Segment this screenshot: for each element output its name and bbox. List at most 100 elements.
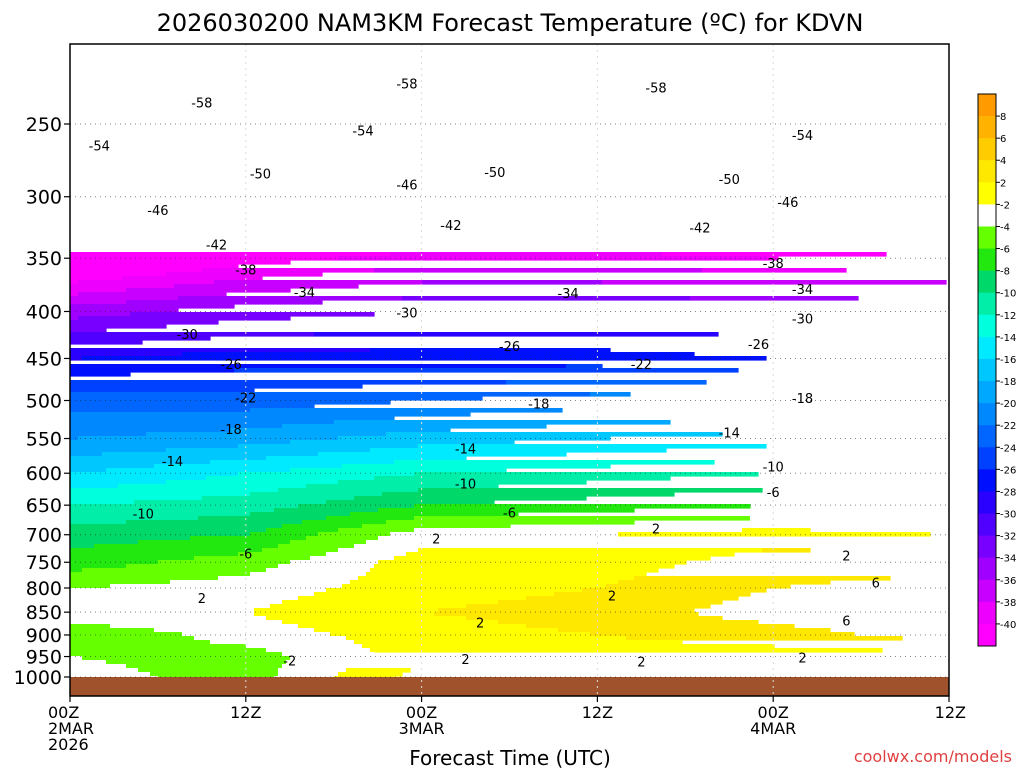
temperature-cell (70, 560, 159, 565)
contour-label: -6 (503, 506, 516, 521)
y-tick-label: 600 (26, 463, 62, 485)
temperature-cell (126, 300, 323, 305)
temperature-cell (250, 408, 563, 413)
temperature-cell (582, 588, 767, 593)
temperature-cell (70, 548, 263, 553)
temperature-cell (126, 664, 283, 669)
colorbar-swatch (978, 248, 996, 272)
temperature-cell (394, 556, 711, 561)
temperature-cell (290, 656, 375, 661)
temperature-cell (70, 364, 567, 369)
temperature-cell (138, 540, 291, 545)
temperature-cell (526, 596, 739, 601)
temperature-cell (234, 368, 739, 373)
temperature-cell (106, 660, 287, 665)
temperature-cell (378, 536, 575, 541)
colorbar-swatch (978, 491, 996, 515)
temperature-cell (70, 336, 211, 341)
temperature-cell (366, 540, 539, 545)
temperature-cell (414, 472, 759, 477)
temperature-cell (350, 580, 619, 585)
temperature-cell (374, 268, 703, 273)
temperature-cell (362, 524, 511, 529)
temperature-cell (70, 476, 207, 481)
temperature-cell (70, 648, 267, 653)
temperature-cell (166, 448, 371, 453)
contour-label: -22 (235, 391, 256, 406)
temperature-cell (70, 288, 127, 293)
colorbar-swatch (978, 226, 996, 250)
contour-label: -6 (239, 548, 252, 563)
contour-label: -54 (89, 140, 110, 155)
colorbar-swatch (978, 116, 996, 139)
temperature-cell (414, 516, 751, 521)
temperature-cell (338, 436, 611, 441)
temperature-cell (154, 628, 315, 633)
temperature-cell (342, 584, 607, 589)
temperature-cell (526, 624, 795, 629)
temperature-cell (218, 576, 359, 581)
temperature-cell (70, 404, 315, 409)
temperature-cell (70, 320, 219, 325)
y-tick-label: 700 (26, 525, 62, 547)
colorbar-label: -36 (1000, 576, 1016, 587)
temperature-cell (70, 400, 391, 405)
temperature-cell (278, 488, 419, 493)
contour-label: -30 (792, 312, 813, 327)
temperature-cell (150, 672, 279, 677)
temperature-cell (70, 456, 267, 461)
temperature-cell (70, 672, 151, 677)
credit-text: coolwx.com/models (854, 747, 1012, 766)
temperature-cell (262, 548, 339, 553)
temperature-cell (302, 520, 387, 525)
contour-label: -14 (162, 455, 183, 470)
temperature-cell (70, 616, 267, 621)
colorbar-label: -40 (1000, 620, 1016, 631)
temperature-cell (70, 332, 315, 337)
temperature-cell (134, 500, 327, 505)
temperature-cell (346, 636, 627, 641)
temperature-cell (290, 468, 507, 473)
temperature-cell (70, 256, 339, 261)
temperature-cell (70, 644, 247, 649)
contour-label: -18 (221, 423, 242, 438)
y-tick-label: 750 (26, 552, 62, 574)
temperature-cell (78, 280, 215, 285)
temperature-cell (314, 628, 559, 633)
temperature-cell (82, 656, 291, 661)
temperature-cell (70, 312, 131, 317)
colorbar-swatch (978, 138, 996, 161)
contour-label: -42 (689, 221, 710, 236)
temperature-cell (70, 272, 167, 277)
temperature-cell (178, 296, 403, 301)
temperature-cell (266, 648, 371, 653)
contour-label: -30 (177, 328, 198, 343)
temperature-cell (94, 544, 279, 549)
contour-label: -38 (235, 263, 256, 278)
temperature-cell (438, 608, 695, 613)
temperature-cell (634, 576, 891, 581)
temperature-cell (250, 512, 351, 517)
y-tick-label: 550 (26, 429, 62, 451)
temperature-cell (102, 452, 319, 457)
temperature-cell (70, 488, 279, 493)
temperature-cell (278, 564, 375, 569)
y-tick-label: 250 (26, 114, 62, 136)
temperature-cell (386, 432, 723, 437)
temperature-cell (370, 568, 659, 573)
chart-title: 2026030200 NAM3KM Forecast Temperature (… (157, 9, 864, 37)
temperature-cell (198, 516, 327, 521)
contour-label: -10 (455, 478, 476, 493)
contour-label: -6 (767, 486, 780, 501)
contour-label: -50 (250, 167, 271, 182)
contour-label: -26 (221, 358, 242, 373)
temperature-cell (70, 576, 219, 581)
temperature-cell (370, 648, 883, 653)
temperature-cell (382, 492, 675, 497)
contour-label: -34 (557, 287, 578, 302)
temperature-cell (406, 552, 735, 557)
temperature-cell (70, 640, 211, 645)
contour-label: -58 (396, 78, 417, 93)
colorbar-swatch (978, 601, 996, 625)
